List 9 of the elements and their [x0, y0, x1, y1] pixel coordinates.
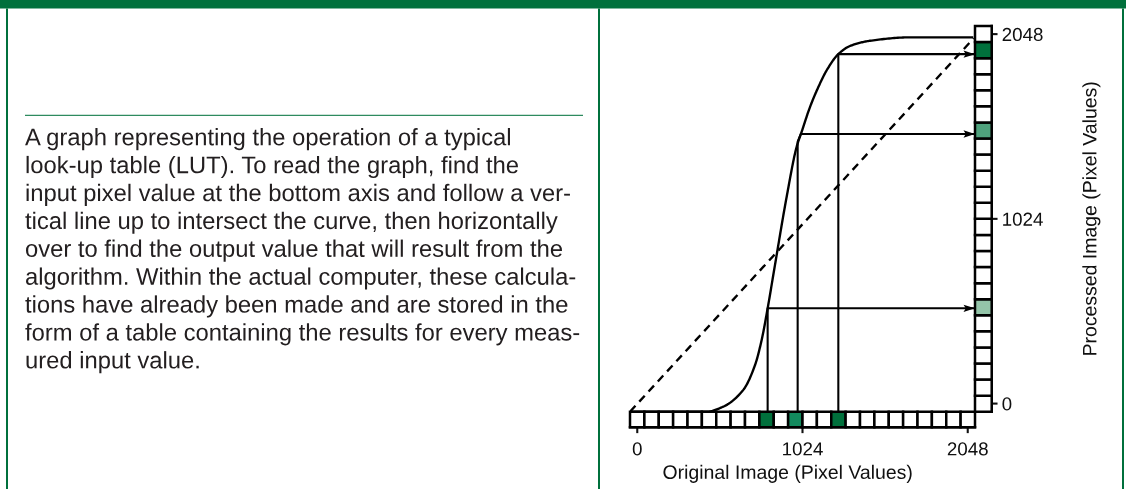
y-axis-title: Processed Image (Pixel Values) [1082, 82, 1101, 355]
x-tick-label: 1024 [783, 442, 823, 456]
y-tick-label: 1024 [1003, 212, 1043, 226]
x-tick-label: 0 [632, 442, 642, 456]
x-tick-label: 2048 [947, 442, 988, 456]
y-tick-label: 2048 [1002, 27, 1043, 42]
y-tick-label: 0 [1002, 397, 1012, 411]
x-axis-title: Original Image (Pixel Values) [663, 464, 912, 483]
text: A graph representing the operation of a typical look-up table (LUT). To read the graph, find the input pixel value at the bottom axis and follow a ver- tical line up to intersect the curve, then horizontally over to find the output value that will result from the algorithm. Within the actual computer, these calcula- tions have already been made and are stored in the form of a table containing the results for every meas- ured input value. [25, 128, 580, 374]
